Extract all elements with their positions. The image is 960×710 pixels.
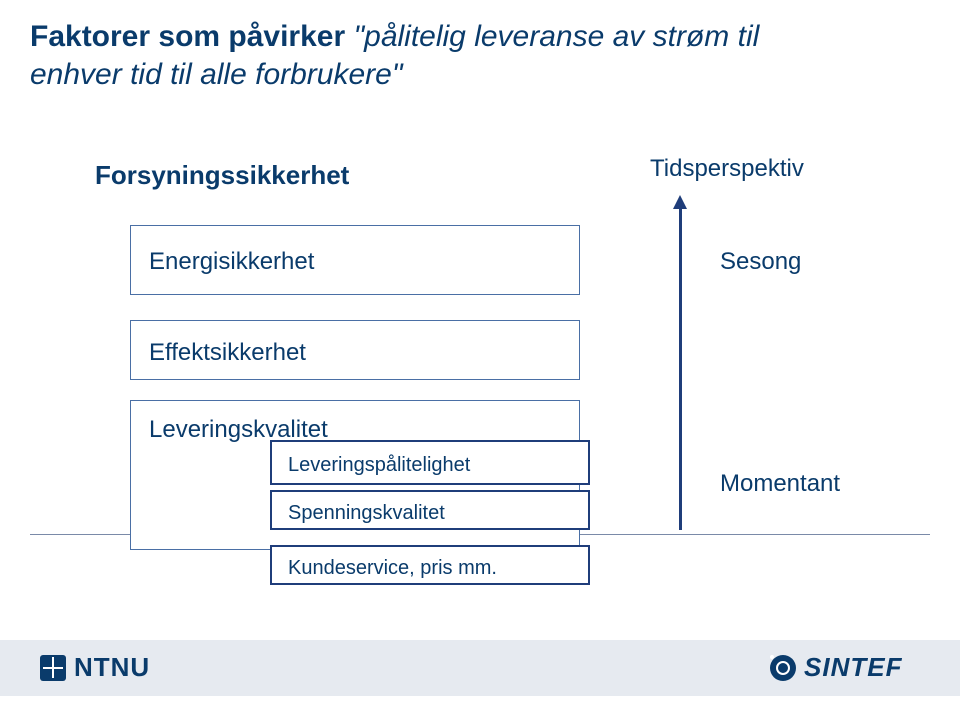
ntnu-logo: NTNU <box>40 652 150 683</box>
box-energisikkerhet: Energisikkerhet <box>130 225 580 295</box>
box-effektsikkerhet-label: Effektsikkerhet <box>149 339 306 367</box>
box-kundeservice-label: Kundeservice, pris mm. <box>288 557 497 580</box>
slide-title: Faktorer som påvirker "pålitelig leveran… <box>30 18 810 93</box>
box-spenningskvalitet-label: Spenningskvalitet <box>288 502 445 525</box>
box-effektsikkerhet: Effektsikkerhet <box>130 320 580 380</box>
box-spenningskvalitet: Spenningskvalitet <box>270 490 590 530</box>
label-tidsperspektiv: Tidsperspektiv <box>650 155 804 183</box>
box-energisikkerhet-label: Energisikkerhet <box>149 248 314 276</box>
box-kundeservice: Kundeservice, pris mm. <box>270 545 590 585</box>
title-plain: Faktorer som påvirker <box>30 20 353 53</box>
label-momentant: Momentant <box>720 470 840 498</box>
sintef-logo: SINTEF <box>770 652 902 683</box>
slide: Faktorer som påvirker "pålitelig leveran… <box>0 0 960 710</box>
label-sesong: Sesong <box>720 248 801 276</box>
ntnu-text: NTNU <box>74 652 150 683</box>
ntnu-mark-icon <box>40 655 66 681</box>
sintef-text: SINTEF <box>804 652 902 683</box>
box-leveringspalitelighet-label: Leveringspålitelighet <box>288 454 470 477</box>
box-leveringspalitelighet: Leveringspålitelighet <box>270 440 590 485</box>
label-forsyningssikkerhet: Forsyningssikkerhet <box>95 160 349 191</box>
time-arrow <box>679 207 682 530</box>
sintef-mark-icon <box>770 655 796 681</box>
